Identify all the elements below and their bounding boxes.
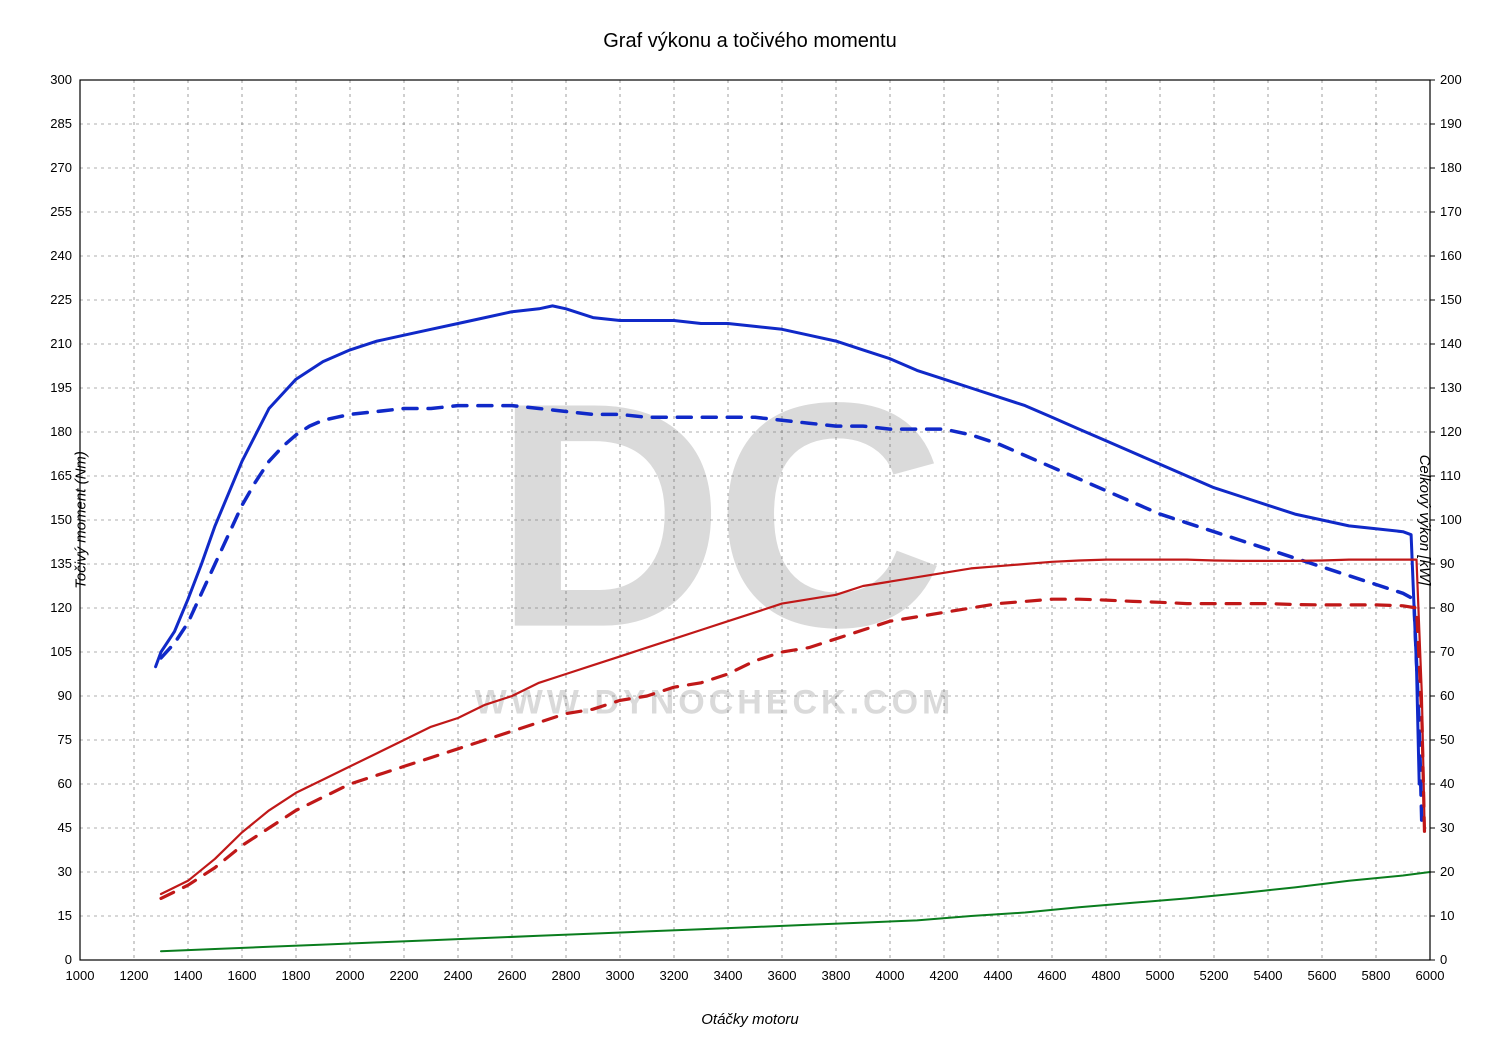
y-left-tick-label: 105	[50, 644, 72, 659]
y-right-tick-label: 110	[1440, 468, 1461, 483]
y-right-tick-label: 170	[1440, 204, 1462, 219]
y-right-tick-label: 90	[1440, 556, 1454, 571]
x-tick-label: 2200	[390, 968, 419, 983]
y-right-tick-label: 140	[1440, 336, 1462, 351]
y-left-tick-label: 135	[50, 556, 72, 571]
x-tick-label: 2600	[498, 968, 527, 983]
y-right-tick-label: 60	[1440, 688, 1454, 703]
x-tick-label: 5400	[1254, 968, 1283, 983]
x-tick-label: 2800	[552, 968, 581, 983]
x-tick-label: 1800	[282, 968, 311, 983]
y-right-tick-label: 10	[1440, 908, 1454, 923]
x-tick-label: 4200	[930, 968, 959, 983]
x-tick-label: 4400	[984, 968, 1013, 983]
dyno-chart: DCWWW.DYNOCHECK.COM 10001200140016001800…	[0, 0, 1500, 1040]
y-left-tick-label: 180	[50, 424, 72, 439]
x-tick-label: 1400	[174, 968, 203, 983]
y-left-tick-label: 30	[58, 864, 72, 879]
y-right-tick-label: 50	[1440, 732, 1454, 747]
y-right-tick-label: 130	[1440, 380, 1462, 395]
watermark-logo: DC	[493, 336, 939, 694]
y-left-tick-label: 75	[58, 732, 72, 747]
y-left-tick-label: 270	[50, 160, 72, 175]
y-right-tick-label: 80	[1440, 600, 1454, 615]
y-right-tick-label: 70	[1440, 644, 1454, 659]
x-tick-label: 4000	[876, 968, 905, 983]
y-left-tick-label: 225	[50, 292, 72, 307]
x-tick-label: 2000	[336, 968, 365, 983]
y-left-tick-label: 165	[50, 468, 72, 483]
y-left-tick-label: 285	[50, 116, 72, 131]
series-losses	[161, 872, 1430, 951]
x-tick-label: 3000	[606, 968, 635, 983]
y-left-tick-label: 0	[65, 952, 72, 967]
x-tick-label: 5600	[1308, 968, 1337, 983]
y-left-tick-label: 195	[50, 380, 72, 395]
x-tick-label: 5800	[1362, 968, 1391, 983]
x-tick-label: 6000	[1416, 968, 1445, 983]
x-tick-label: 1000	[66, 968, 95, 983]
y-left-tick-label: 120	[50, 600, 72, 615]
y-left-tick-label: 45	[58, 820, 72, 835]
x-tick-label: 5200	[1200, 968, 1229, 983]
y-left-tick-label: 60	[58, 776, 72, 791]
y-right-tick-label: 40	[1440, 776, 1454, 791]
y-right-tick-label: 20	[1440, 864, 1454, 879]
y-right-tick-label: 120	[1440, 424, 1462, 439]
y-left-tick-label: 150	[50, 512, 72, 527]
y-right-tick-label: 0	[1440, 952, 1447, 967]
x-tick-label: 1600	[228, 968, 257, 983]
y-left-tick-label: 90	[58, 688, 72, 703]
y-right-tick-label: 100	[1440, 512, 1462, 527]
y-right-tick-label: 150	[1440, 292, 1462, 307]
y-left-tick-label: 240	[50, 248, 72, 263]
y-right-tick-label: 180	[1440, 160, 1462, 175]
x-tick-label: 4600	[1038, 968, 1067, 983]
x-tick-label: 4800	[1092, 968, 1121, 983]
x-tick-label: 3800	[822, 968, 851, 983]
y-left-tick-label: 255	[50, 204, 72, 219]
watermark-url: WWW.DYNOCHECK.COM	[475, 684, 955, 722]
y-left-tick-label: 15	[58, 908, 72, 923]
y-right-tick-label: 200	[1440, 72, 1462, 87]
y-right-tick-label: 160	[1440, 248, 1462, 263]
x-tick-label: 3400	[714, 968, 743, 983]
y-left-tick-label: 300	[50, 72, 72, 87]
y-right-tick-label: 190	[1440, 116, 1462, 131]
y-left-tick-label: 210	[50, 336, 72, 351]
x-tick-label: 3200	[660, 968, 689, 983]
x-tick-label: 2400	[444, 968, 473, 983]
x-tick-label: 5000	[1146, 968, 1175, 983]
x-tick-label: 3600	[768, 968, 797, 983]
x-tick-label: 1200	[120, 968, 149, 983]
y-right-tick-label: 30	[1440, 820, 1454, 835]
